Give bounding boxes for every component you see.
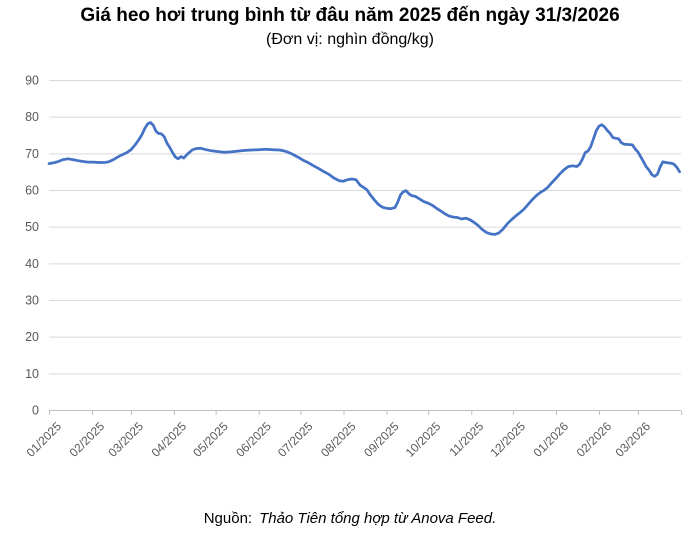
x-axis-label-01-2026: 01/2026 (531, 419, 572, 460)
x-axis-label-02-2026: 02/2026 (574, 419, 615, 460)
x-axis-label-03-2025: 03/2025 (105, 419, 146, 460)
x-axis-label-03-2026: 03/2026 (612, 419, 653, 460)
y-axis-label-60: 60 (25, 184, 39, 198)
chart-subtitle: (Đơn vị: nghìn đồng/kg) (266, 31, 434, 48)
source-line: Nguồn: Thảo Tiên tổng hợp từ Anova Feed. (0, 510, 700, 527)
y-axis-label-40: 40 (25, 257, 39, 271)
x-axis-label-05-2025: 05/2025 (190, 419, 231, 460)
y-axis-label-70: 70 (25, 147, 39, 161)
source-text: Thảo Tiên tổng hợp từ Anova Feed. (259, 510, 497, 527)
y-axis-label-10: 10 (25, 367, 39, 381)
chart-title: Giá heo hơi trung bình từ đâu năm 2025 đ… (80, 5, 620, 26)
price-series-line (47, 121, 681, 236)
y-axis-label-90: 90 (25, 74, 39, 88)
y-axis-label-30: 30 (25, 294, 39, 308)
x-axis-label-06-2025: 06/2025 (233, 419, 274, 460)
x-axis-label-11-2025: 11/2025 (446, 419, 486, 459)
source-label: Nguồn: (203, 510, 253, 527)
y-axis-label-0: 0 (32, 404, 39, 418)
x-axis-label-12-2025: 12/2025 (487, 419, 528, 460)
y-axis-label-50: 50 (25, 220, 39, 234)
x-axis-label-08-2025: 08/2025 (318, 419, 359, 460)
x-axis-label-01-2025: 01/2025 (24, 419, 65, 460)
x-axis-label-07-2025: 07/2025 (275, 419, 316, 460)
x-axis-label-04-2025: 04/2025 (149, 419, 190, 460)
x-axis-label-09-2025: 09/2025 (361, 419, 402, 460)
y-axis-label-20: 20 (25, 330, 39, 344)
y-axis-label-80: 80 (25, 110, 39, 124)
x-axis-label-10-2025: 10/2025 (403, 419, 444, 460)
x-axis-label-02-2025: 02/2025 (67, 419, 108, 460)
